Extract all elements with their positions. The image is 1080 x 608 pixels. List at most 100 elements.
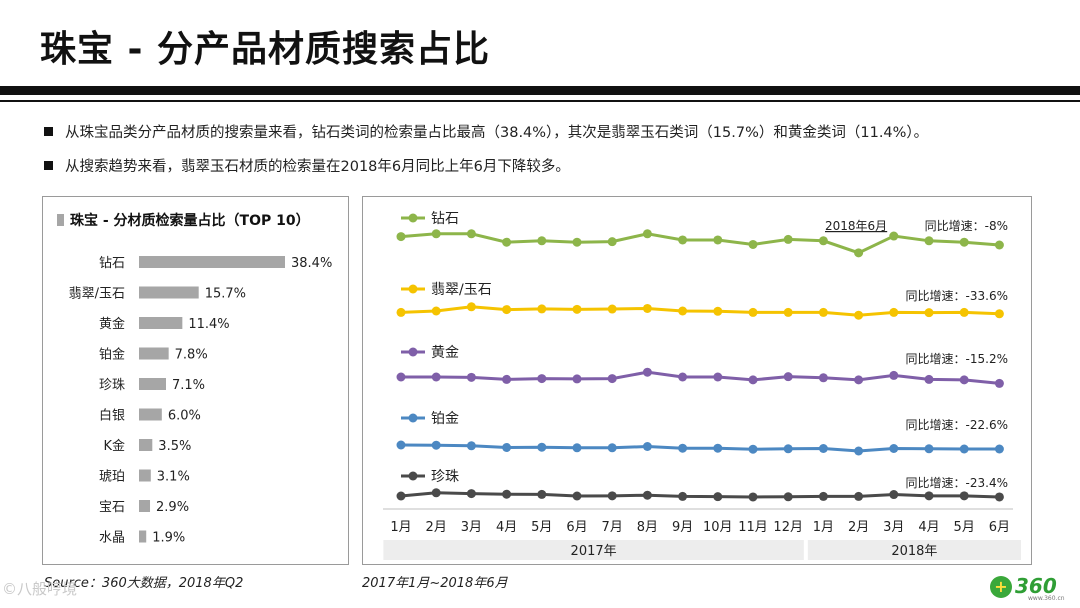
x-tick-label: 3月 [883,520,904,535]
data-point [466,229,476,239]
series-line [401,370,1000,385]
data-point [502,237,512,247]
data-point [959,237,969,247]
data-point [537,236,547,246]
legend-marker [57,214,64,226]
bar-value-label: 7.1% [172,378,205,393]
bar [139,347,169,360]
data-point [889,370,899,380]
bar-value-label: 3.5% [158,439,191,454]
legend-marker [408,413,418,423]
logo-url: www.360.cn [1028,595,1065,602]
data-point [502,489,512,499]
data-point [994,492,1004,502]
data-point [959,444,969,454]
data-point [713,372,723,382]
line-chart-panel: 钻石 同比增速：-8% 2018年6月 翡翠/玉石 同比增速：-33.6% 黄金 同比增速：… [362,196,1032,565]
bar [139,317,183,329]
bar [139,469,151,482]
data-point [537,442,547,452]
data-point [783,307,793,317]
year-band [807,540,1021,560]
growth-note: 同比增速：-23.4% [906,476,1008,490]
bullet-text-1: 从珠宝品类分产品材质的搜索量来看，钻石类词的检索量占比最高（38.4%），其次是… [65,125,929,141]
data-point [748,239,758,249]
bar-chart-panel: 珠宝 - 分材质检索量占比（TOP 10） 钻石 38.4% 翡翠/玉石 15.7% 黄… [42,196,349,565]
data-point [642,442,652,451]
legend-label: 珍珠 [431,469,459,485]
data-point [924,374,934,384]
data-point [959,307,969,317]
bar-category-label: 白银 [99,408,125,424]
data-point [642,367,652,377]
data-point [642,303,652,313]
data-point [642,490,652,500]
bar-value-label: 1.9% [152,531,185,546]
bar-category-label: 珍珠 [99,378,125,393]
data-point [713,443,723,453]
bar-category-label: K金 [103,438,125,454]
data-point [994,444,1004,454]
bar-value-label: 7.8% [175,348,208,363]
bar-chart-svg: 钻石 38.4% 翡翠/玉石 15.7% 黄金 11.4% 铂金 7.8% 珍珠 7.1% 白银 6.… [69,256,332,546]
data-point [854,375,864,385]
growth-note: 同比增速：-8% [925,219,1008,233]
legend-marker [408,347,418,357]
legend-label: 翡翠/玉石 [431,282,492,298]
data-point [607,491,617,501]
legend-marker [408,213,418,223]
data-point [396,232,406,242]
data-point [854,446,864,456]
data-point [431,372,441,382]
x-tick-label: 1月 [813,520,834,535]
bar-category-label: 宝石 [99,500,125,515]
data-point [889,490,899,500]
bar [139,286,199,299]
bullet-square-icon [44,127,53,136]
data-point [748,375,758,385]
data-point [396,372,406,382]
bar [139,530,147,543]
bar-category-label: 钻石 [99,256,125,271]
data-point [783,444,793,454]
bar [139,500,151,512]
data-point [818,236,828,246]
bar-category-label: 琥珀 [99,470,125,485]
data-point [572,237,582,247]
bar-category-label: 黄金 [99,316,125,332]
x-tick-label: 8月 [637,520,658,535]
data-point [537,489,547,499]
data-point [959,491,969,501]
data-point [431,306,441,316]
legend-label: 黄金 [431,344,459,361]
data-point [994,309,1004,319]
data-point [748,444,758,454]
data-point [924,491,934,501]
data-point [678,491,688,501]
bar-category-label: 铂金 [99,347,125,363]
logo-text: 360 [1015,574,1057,598]
bullet-text-2: 从搜索趋势来看，翡翠玉石材质的检索量在2018年6月同比上年6月下降较多。 [65,159,570,175]
legend-marker [408,471,418,481]
bar-value-label: 3.1% [157,470,190,485]
source-note: Source：360大数据，2018年Q2 [44,576,244,591]
data-point [994,240,1004,250]
data-point [854,491,864,501]
data-point [713,492,723,502]
data-point [818,491,828,501]
data-point [396,307,406,317]
data-point [502,443,512,452]
x-tick-label: 1月 [390,520,411,535]
data-point [959,375,969,385]
data-point [924,236,934,246]
data-point [572,304,582,314]
growth-note-date: 2018年6月 [825,219,887,233]
data-point [678,443,688,453]
legend-label: 铂金 [431,411,459,427]
data-point [466,372,476,382]
bullet-item-2: 从搜索趋势来看，翡翠玉石材质的检索量在2018年6月同比上年6月下降较多。 [44,155,570,176]
data-point [642,229,652,239]
x-tick-label: 11月 [738,520,768,535]
data-point [431,488,441,498]
